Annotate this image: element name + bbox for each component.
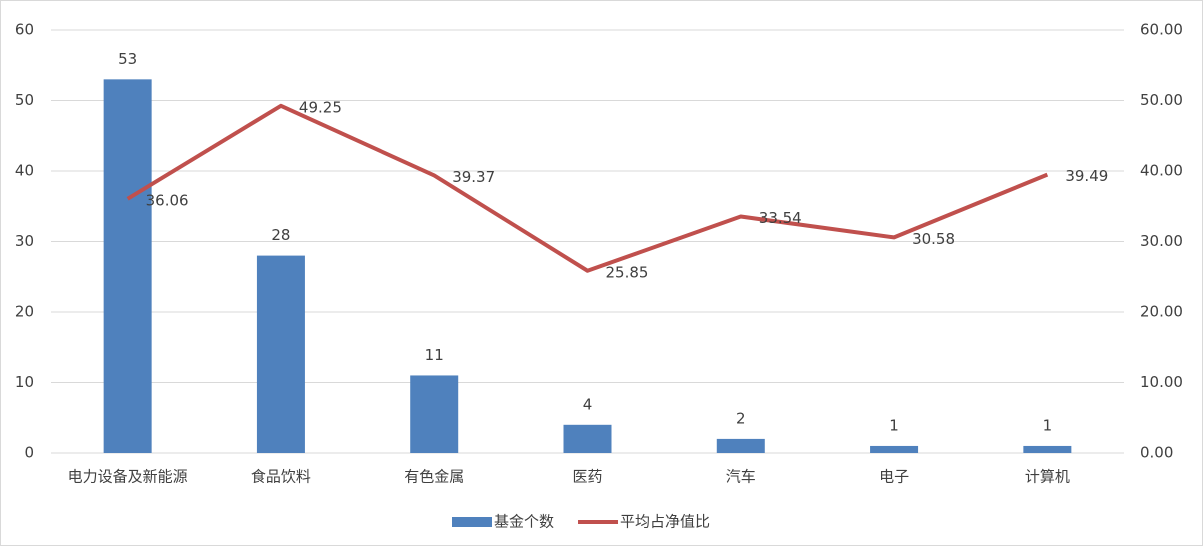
y-tick-label: 30 — [15, 232, 34, 250]
y2-tick-label: 40.00 — [1140, 162, 1183, 180]
x-tick-label: 汽车 — [726, 468, 756, 486]
x-tick-label: 计算机 — [1025, 468, 1070, 486]
data-label: 39.37 — [452, 168, 495, 186]
y2-tick-label: 50.00 — [1140, 91, 1183, 109]
y2-tick-label: 60.00 — [1140, 21, 1183, 39]
legend-label: 基金个数 — [494, 513, 554, 531]
x-tick-label: 电子 — [879, 468, 909, 486]
data-label: 4 — [583, 395, 593, 413]
y-tick-label: 60 — [15, 21, 34, 39]
y-tick-label: 20 — [15, 303, 34, 321]
data-label: 2 — [736, 409, 746, 427]
y2-tick-label: 0.00 — [1140, 444, 1173, 462]
data-label: 25.85 — [606, 263, 649, 281]
x-tick-label: 有色金属 — [404, 468, 464, 486]
data-label: 1 — [1043, 416, 1053, 434]
legend-swatch — [452, 517, 492, 527]
data-label: 1 — [889, 416, 899, 434]
bar — [410, 375, 459, 453]
y-tick-label: 10 — [15, 373, 34, 391]
bar — [563, 424, 612, 453]
data-label: 49.25 — [299, 98, 342, 116]
data-label: 11 — [425, 346, 444, 364]
bar — [870, 445, 919, 453]
x-tick-label: 电力设备及新能源 — [68, 468, 188, 486]
legend-label: 平均占净值比 — [620, 513, 710, 531]
data-label: 36.06 — [146, 191, 189, 209]
data-label: 33.54 — [759, 209, 802, 227]
data-label: 30.58 — [912, 230, 955, 248]
bar — [103, 79, 152, 453]
bar — [256, 255, 305, 453]
x-tick-label: 医药 — [572, 468, 602, 486]
data-label: 28 — [271, 226, 290, 244]
y2-tick-label: 20.00 — [1140, 303, 1183, 321]
data-label: 39.49 — [1065, 167, 1108, 185]
y-tick-label: 0 — [24, 444, 34, 462]
y2-tick-label: 10.00 — [1140, 373, 1183, 391]
bar — [716, 438, 765, 453]
y-tick-label: 40 — [15, 162, 34, 180]
line — [126, 103, 1049, 273]
x-tick-label: 食品饮料 — [251, 468, 311, 486]
y2-tick-label: 30.00 — [1140, 232, 1183, 250]
bar — [1023, 445, 1072, 453]
y-tick-label: 50 — [15, 91, 34, 109]
data-label: 53 — [118, 50, 137, 68]
